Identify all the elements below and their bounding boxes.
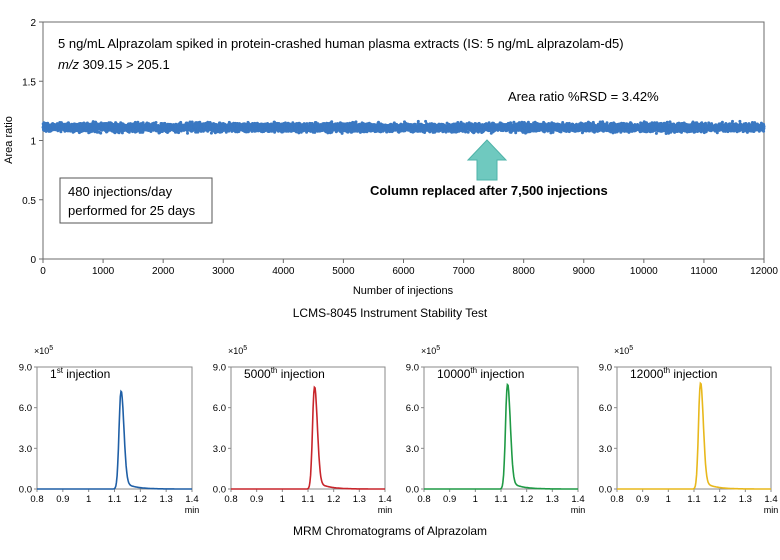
data-point xyxy=(99,131,103,135)
data-point xyxy=(91,120,95,124)
data-point xyxy=(416,119,420,123)
stability-chart: 00.511.52 0 1000 2000 3000 4000 5000 6000 7000 8… xyxy=(3,18,778,297)
data-point xyxy=(44,129,48,133)
data-point xyxy=(59,130,63,134)
data-point xyxy=(154,121,158,124)
data-point xyxy=(186,131,189,135)
data-point xyxy=(117,131,121,135)
data-point xyxy=(354,120,358,124)
data-point xyxy=(120,131,124,135)
scatter-points xyxy=(41,119,766,135)
data-point xyxy=(466,130,470,134)
data-point xyxy=(305,122,309,126)
